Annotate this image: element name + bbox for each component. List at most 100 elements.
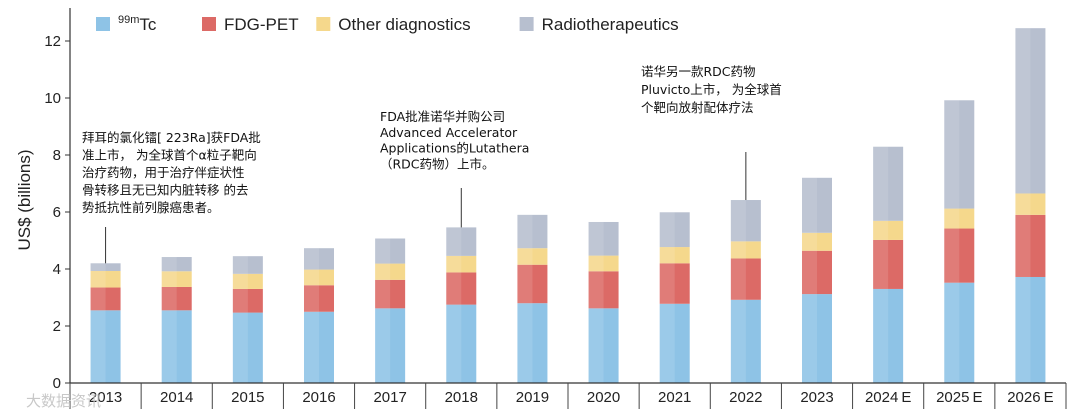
bar-segment [802,232,832,251]
x-tick-label: 2015 [231,389,264,406]
bar-segment [659,263,690,304]
bar-highlight [730,258,746,300]
annotation-text: Advanced Accelerator [380,125,518,140]
bar-segment [802,177,832,233]
bar-highlight [304,285,319,312]
bar-highlight [232,288,248,313]
bar-segment [588,271,619,309]
bar-highlight [375,308,391,383]
bar-highlight [1015,28,1031,194]
annotation-text: 拜耳的氯化镭[ 223Ra]获FDA批 [82,130,261,145]
bar-highlight [161,257,177,272]
bar-highlight [446,227,462,256]
bar-segment [446,304,477,383]
bar-highlight [1015,276,1031,383]
bar-segment [90,263,121,271]
bar-highlight [375,279,391,309]
bar-segment [730,200,761,242]
bar-highlight [1015,193,1031,215]
bar-highlight [944,228,960,283]
bar-segment [873,239,904,289]
legend-swatch [202,17,216,31]
y-tick-label: 10 [44,90,61,107]
bar-highlight [304,311,319,383]
bar-segment [375,238,406,264]
legend-label: 99mTc [118,14,157,34]
y-tick-label: 0 [53,375,61,392]
bar-highlight [944,282,960,383]
bar-segment [1015,214,1046,277]
bar-highlight [588,255,604,272]
bar-segment [659,303,690,383]
y-tick-label: 4 [53,261,61,278]
bar-highlight [446,255,462,273]
bar-highlight [517,214,533,249]
bar-highlight [90,310,106,383]
bar-highlight [873,146,889,221]
bar-highlight [873,220,889,240]
x-tick-label: 2024 E [865,389,911,406]
annotation-text: 诺华另一款RDC药物 [641,64,756,79]
bar-segment [730,241,761,259]
bar-segment [232,273,263,289]
x-tick-label: 2020 [587,389,620,406]
bar-segment [90,287,121,311]
bar-highlight [232,256,248,274]
bar-segment [944,100,975,209]
bar-highlight [802,177,817,233]
bar-highlight [1015,214,1031,277]
bar-segment [588,308,619,383]
x-tick-label: 2013 [89,389,122,406]
bar-segment [375,279,406,309]
bar-segment [1015,193,1046,215]
bar-highlight [802,294,817,383]
x-tick-label: 2016 [302,389,335,406]
bar-highlight [304,269,319,286]
bar-highlight [659,303,675,383]
bar-segment [161,271,192,287]
y-tick-label: 8 [53,147,61,164]
bar-highlight [659,263,675,304]
legend-label: Other diagnostics [338,15,470,34]
bar-highlight [517,303,533,383]
bar-segment [161,310,192,383]
watermark: 大数据资讯 [26,392,101,410]
bar-segment [588,221,619,256]
bar-highlight [944,208,960,229]
bar-segment [304,285,334,312]
annotation-text: 个靶向放射配体疗法 [641,100,754,115]
bar-highlight [161,271,177,287]
annotation-text: （RDC药物）上市。 [380,156,495,171]
bar-segment [232,288,263,313]
bar-segment [90,270,121,288]
bar-segment [944,282,975,383]
bar-highlight [659,247,675,264]
legend: 99mTc FDG-PET Other diagnostics Radiotherap… [96,14,679,34]
bar-highlight [161,286,177,311]
bar-segment [304,269,334,286]
bar-highlight [588,221,604,256]
legend-swatch [519,17,534,31]
bar-segment [446,272,477,305]
bar-highlight [873,288,889,383]
bar-highlight [90,287,106,311]
bar-highlight [873,239,889,289]
bar-highlight [375,263,391,280]
annotation-text: 势抵抗性前列腺癌患者。 [82,200,220,215]
y-axis-ticks: 0 2 4 6 8 10 12 [44,33,70,392]
annotation-text: 治疗药物，用于治疗伴症状性 [82,165,245,180]
bar-highlight [517,264,533,304]
legend-label: FDG-PET [224,15,299,34]
y-tick-label: 12 [44,33,61,50]
bar-highlight [161,310,177,383]
bar-segment [1015,276,1046,383]
bar-segment [730,299,761,383]
bar-segment [517,264,548,304]
bar-segment [1015,28,1046,194]
x-tick-label: 2019 [516,389,549,406]
annotation-text: Pluvicto上市， 为全球首 [641,82,782,97]
bar-highlight [944,100,960,209]
bar-segment [232,256,263,274]
